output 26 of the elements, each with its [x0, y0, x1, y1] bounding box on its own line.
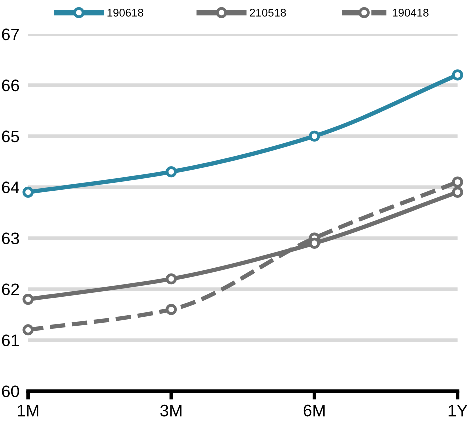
legend-label: 190618 — [108, 9, 144, 17]
legend-label: 190418 — [393, 9, 429, 17]
point — [452, 186, 464, 198]
point — [309, 130, 320, 142]
point — [166, 166, 178, 178]
x-tick-label: 1Y — [448, 405, 468, 417]
y-tick-label: 62 — [2, 284, 20, 296]
y-tick-label: 60 — [2, 386, 20, 398]
y-tick-label: 67 — [2, 28, 20, 41]
y-tick-label: 64 — [2, 182, 20, 194]
legend-label: 210518 — [250, 9, 286, 17]
y-tick-label: 66 — [2, 80, 20, 92]
point — [22, 186, 34, 198]
x-tick-label: 1M — [18, 405, 39, 417]
point — [22, 294, 34, 306]
x-tick-label: 3M — [160, 404, 182, 417]
point — [166, 274, 178, 285]
point — [166, 304, 178, 316]
point — [309, 238, 320, 249]
y-tick-label: 63 — [2, 232, 20, 245]
x-tick-label: 6M — [304, 404, 325, 417]
point — [22, 324, 34, 336]
point — [452, 176, 464, 188]
y-tick-label: 65 — [2, 130, 20, 143]
point — [452, 70, 464, 81]
y-tick-label: 61 — [2, 334, 20, 347]
